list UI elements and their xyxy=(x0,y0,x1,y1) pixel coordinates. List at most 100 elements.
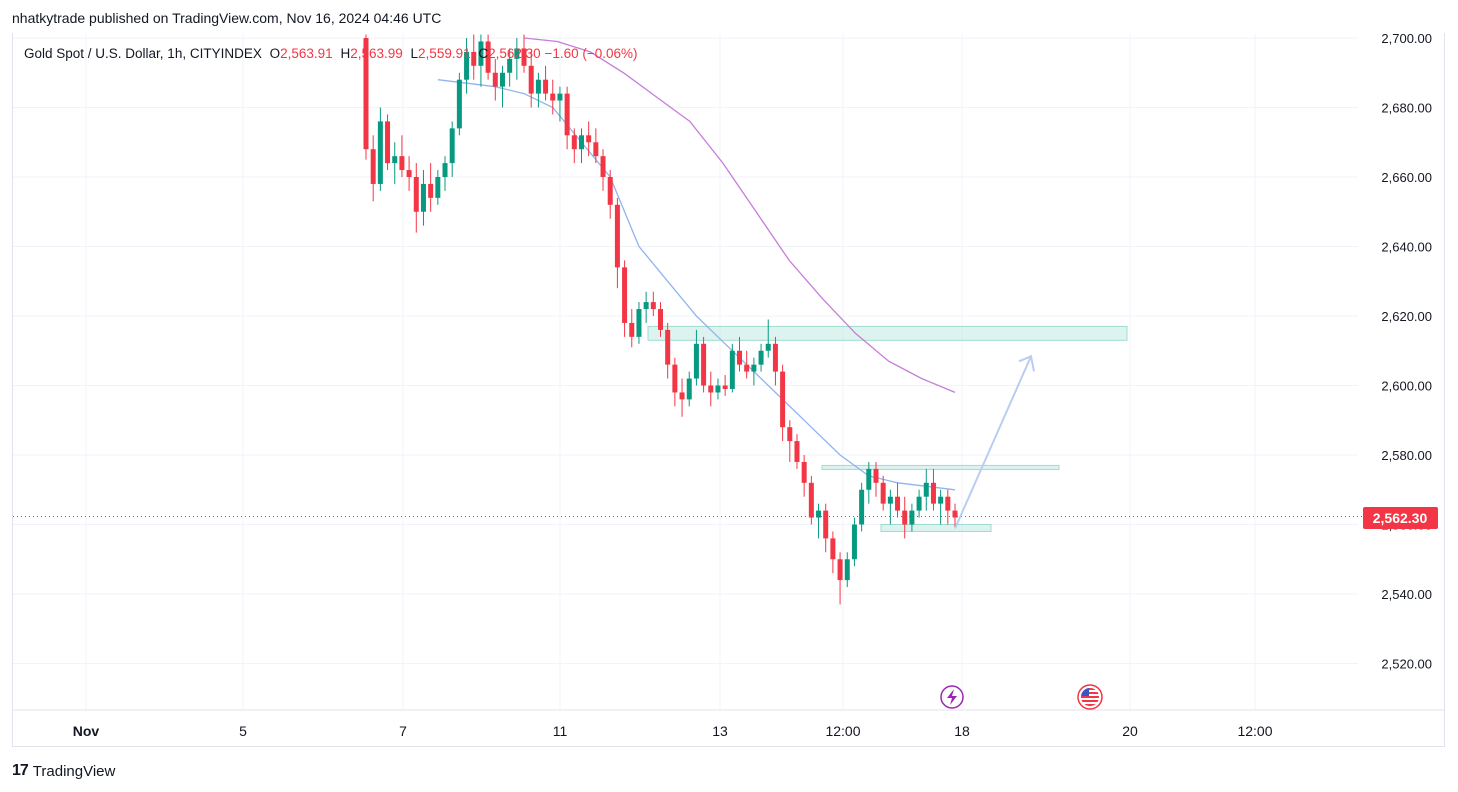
candle xyxy=(650,291,656,316)
candle-body xyxy=(916,496,922,511)
candle xyxy=(449,121,455,177)
candle xyxy=(672,357,678,407)
candle xyxy=(873,461,879,497)
candle xyxy=(808,475,814,525)
candle xyxy=(564,86,570,150)
candle xyxy=(622,260,628,337)
candle xyxy=(543,65,549,101)
earnings-lightning-icon[interactable] xyxy=(940,685,964,709)
candle-body xyxy=(837,559,843,581)
candle-body xyxy=(600,156,606,177)
candle xyxy=(385,114,391,171)
candle xyxy=(844,552,850,588)
candle-body xyxy=(557,93,563,101)
candle xyxy=(370,135,376,202)
price-tick-label: 2,620.00 xyxy=(1381,309,1432,324)
candle-body xyxy=(808,482,814,518)
candle-body xyxy=(816,510,822,518)
candle-body xyxy=(830,538,836,560)
candle-body xyxy=(672,364,678,393)
candle-body xyxy=(478,41,484,66)
last-price-label: 2,562.30 xyxy=(1373,510,1428,526)
candle-body xyxy=(428,183,434,198)
price-tick-label: 2,600.00 xyxy=(1381,379,1432,394)
candle-body xyxy=(543,79,549,94)
candle-body xyxy=(722,385,728,389)
candle-body xyxy=(686,378,692,400)
candle-body xyxy=(385,121,391,164)
candle-body xyxy=(880,482,886,504)
time-tick-label: 18 xyxy=(954,723,970,739)
brand-name: TradingView xyxy=(32,762,116,780)
candle-body xyxy=(528,65,534,94)
tradingview-logo-icon: 17 xyxy=(12,762,29,779)
zone-box[interactable] xyxy=(821,464,1060,470)
time-axis: Nov 5 7 11 13 12:00 18 20 12:00 xyxy=(73,723,1273,739)
price-tick-label: 2,520.00 xyxy=(1381,657,1432,672)
symbol-legend: Gold Spot / U.S. Dollar, 1h, CITYINDEX O… xyxy=(24,46,638,61)
candle xyxy=(737,336,743,372)
candle xyxy=(758,343,764,372)
candle xyxy=(413,163,419,233)
candle-body xyxy=(578,135,584,150)
candle xyxy=(708,371,714,407)
candle xyxy=(909,503,915,532)
candle-body xyxy=(658,309,663,330)
time-tick-label: 7 xyxy=(399,723,407,739)
candle-body xyxy=(887,496,893,504)
candle-body xyxy=(449,128,455,164)
candle-body xyxy=(823,510,829,539)
candle-body xyxy=(370,149,376,184)
projection-arrow-head[interactable] xyxy=(1018,354,1035,372)
candle xyxy=(392,142,398,184)
candle-body xyxy=(442,163,448,177)
candle xyxy=(794,434,800,469)
candle xyxy=(499,65,505,108)
candle xyxy=(823,503,829,553)
candle xyxy=(442,156,448,191)
time-tick-label: 20 xyxy=(1122,723,1138,739)
candle xyxy=(600,149,606,191)
price-axis: 2,700.00 2,680.00 2,660.00 2,640.00 2,620.00… xyxy=(1381,31,1432,672)
chart-frame[interactable] xyxy=(12,33,1445,747)
candle xyxy=(535,72,541,108)
candle-body xyxy=(737,350,743,365)
candle xyxy=(780,364,786,442)
candle-body xyxy=(399,156,405,171)
candles xyxy=(363,34,958,605)
open-label: O xyxy=(269,46,281,61)
candle xyxy=(514,38,520,80)
price-tick-label: 2,640.00 xyxy=(1381,240,1432,255)
moving-averages xyxy=(437,37,956,491)
candle-body xyxy=(521,48,527,66)
candle xyxy=(902,496,908,539)
zone-box[interactable] xyxy=(880,524,992,532)
candle-body xyxy=(780,371,786,428)
candle-body xyxy=(708,385,714,393)
symbol-name[interactable]: Gold Spot / U.S. Dollar, 1h, CITYINDEX xyxy=(24,46,262,61)
candle-body xyxy=(607,177,613,205)
projection-arrow-line[interactable] xyxy=(954,355,1032,529)
price-tick-label: 2,680.00 xyxy=(1381,101,1432,116)
candle xyxy=(693,329,699,386)
us-flag-icon[interactable] xyxy=(1077,684,1103,710)
candle xyxy=(837,552,843,605)
footer-brand[interactable]: 17 TradingView xyxy=(12,762,115,780)
candle xyxy=(686,371,692,407)
candle xyxy=(399,135,405,177)
candle-body xyxy=(866,468,872,490)
candle xyxy=(887,489,893,525)
candle xyxy=(485,34,491,80)
time-tick-label: 12:00 xyxy=(825,723,860,739)
price-tick-label: 2,660.00 xyxy=(1381,170,1432,185)
candle-body xyxy=(729,350,735,389)
price-tick-label: 2,700.00 xyxy=(1381,31,1432,46)
candle-body xyxy=(902,510,908,525)
candle-body xyxy=(420,183,426,212)
candle-body xyxy=(801,461,807,483)
candle xyxy=(923,468,929,511)
publish-header: nhatkytrade published on TradingView.com… xyxy=(12,10,441,26)
candle-body xyxy=(859,489,865,525)
low-label: L xyxy=(410,46,419,61)
